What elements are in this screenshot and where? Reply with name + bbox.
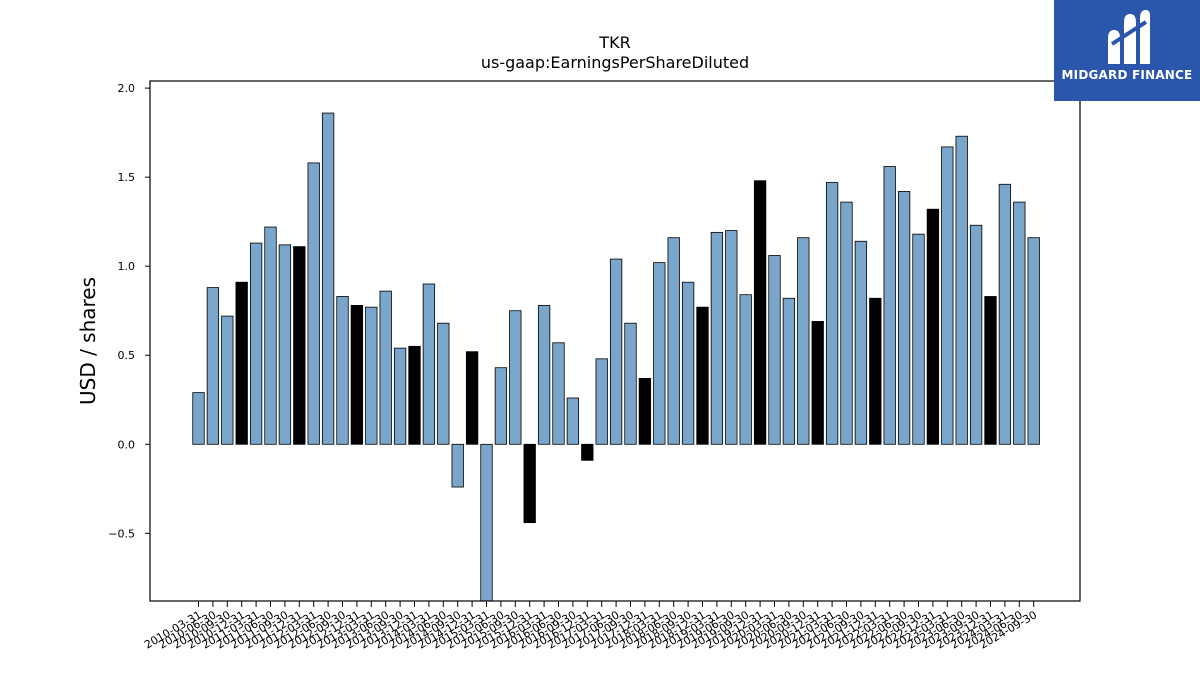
bar-2021-09-30 bbox=[854, 240, 868, 445]
y-tick-label: 0.5 bbox=[118, 349, 136, 362]
bar-2023-12-31 bbox=[984, 296, 997, 445]
x-axis: 2010-03-312010-06-302010-09-302010-12-31… bbox=[142, 601, 1039, 652]
brand-name: MIDGARD FINANCE bbox=[1061, 68, 1193, 82]
bar-2010-06-30 bbox=[206, 287, 220, 445]
bars-group bbox=[192, 112, 1040, 601]
bar-2015-06-30 bbox=[494, 367, 508, 445]
bar-2020-12-31 bbox=[811, 321, 824, 445]
bar-2015-09-30 bbox=[509, 310, 522, 445]
bar-2012-09-30 bbox=[336, 296, 349, 445]
bar-2012-03-31 bbox=[307, 162, 320, 445]
bar-2011-09-30 bbox=[278, 244, 292, 445]
bar-2014-06-30 bbox=[437, 322, 450, 445]
bar-2022-12-31 bbox=[926, 208, 940, 445]
bar-2010-12-31 bbox=[235, 281, 248, 445]
bar-2016-06-30 bbox=[552, 342, 565, 445]
bar-2018-12-31 bbox=[696, 306, 709, 445]
bar-2016-03-31 bbox=[537, 304, 551, 445]
bar-2023-06-30 bbox=[955, 135, 968, 445]
bar-2022-06-30 bbox=[897, 191, 911, 445]
bar-2010-03-31 bbox=[192, 392, 205, 445]
bar-2019-09-30 bbox=[739, 294, 752, 445]
bar-2014-09-30 bbox=[451, 443, 464, 488]
bar-2011-03-31 bbox=[249, 242, 263, 445]
bar-2017-06-30 bbox=[609, 258, 623, 445]
bar-2022-09-30 bbox=[912, 233, 925, 445]
y-tick-label: −0.5 bbox=[108, 527, 135, 540]
bar-2016-12-31 bbox=[581, 443, 594, 461]
plot-frame bbox=[149, 80, 1081, 602]
bar-2018-06-30 bbox=[667, 237, 680, 445]
bar-2011-12-31 bbox=[293, 246, 306, 445]
brand-logo: MIDGARD FINANCE bbox=[1054, 0, 1200, 101]
bar-2013-06-30 bbox=[379, 290, 392, 445]
bar-2013-12-31 bbox=[408, 345, 421, 445]
bar-2017-12-31 bbox=[638, 377, 652, 445]
bar-2016-09-30 bbox=[566, 397, 580, 445]
y-axis-label: USD / shares bbox=[76, 277, 100, 405]
bar-2010-09-30 bbox=[221, 315, 234, 445]
bar-2021-03-31 bbox=[825, 182, 839, 445]
y-axis: −0.5 0.0 0.5 1.0 1.5 2.0 bbox=[108, 82, 150, 540]
y-tick-label: 2.0 bbox=[118, 82, 136, 95]
bar-2022-03-31 bbox=[883, 166, 896, 445]
bar-2018-03-31 bbox=[653, 262, 666, 445]
bar-2015-03-31 bbox=[480, 443, 493, 601]
bar-2019-06-30 bbox=[725, 230, 738, 445]
bar-2013-03-31 bbox=[365, 306, 378, 445]
bar-2017-03-31 bbox=[595, 358, 608, 445]
bar-2021-12-31 bbox=[869, 297, 882, 445]
bar-2023-09-30 bbox=[969, 224, 983, 445]
chart-title: TKR bbox=[598, 33, 630, 52]
bar-2020-03-31 bbox=[768, 255, 781, 445]
bar-2020-06-30 bbox=[782, 297, 796, 445]
midgard-m-logo-icon bbox=[1108, 10, 1150, 64]
bar-2024-03-31 bbox=[998, 183, 1012, 445]
y-tick-label: 0.0 bbox=[118, 438, 136, 451]
bar-2018-09-30 bbox=[681, 281, 695, 445]
y-tick-label: 1.0 bbox=[118, 260, 136, 273]
bar-2019-12-31 bbox=[753, 180, 767, 445]
bar-2023-03-31 bbox=[941, 146, 954, 445]
bar-2011-06-30 bbox=[264, 226, 277, 445]
bar-2012-06-30 bbox=[321, 112, 335, 445]
bar-2019-03-31 bbox=[710, 231, 724, 445]
bar-2014-03-31 bbox=[422, 283, 436, 445]
chart-subtitle: us-gaap:EarningsPerShareDiluted bbox=[481, 53, 749, 72]
bar-2017-09-30 bbox=[624, 322, 637, 445]
bar-2013-09-30 bbox=[393, 347, 407, 445]
bar-2015-12-31 bbox=[523, 443, 536, 524]
bar-2021-06-30 bbox=[840, 201, 853, 445]
bar-2012-12-31 bbox=[350, 304, 364, 445]
bar-2024-06-30 bbox=[1013, 201, 1026, 445]
bar-2014-12-31 bbox=[465, 351, 479, 445]
bar-2020-09-30 bbox=[797, 237, 810, 445]
y-tick-label: 1.5 bbox=[118, 171, 136, 184]
bar-2024-09-30 bbox=[1027, 237, 1040, 445]
